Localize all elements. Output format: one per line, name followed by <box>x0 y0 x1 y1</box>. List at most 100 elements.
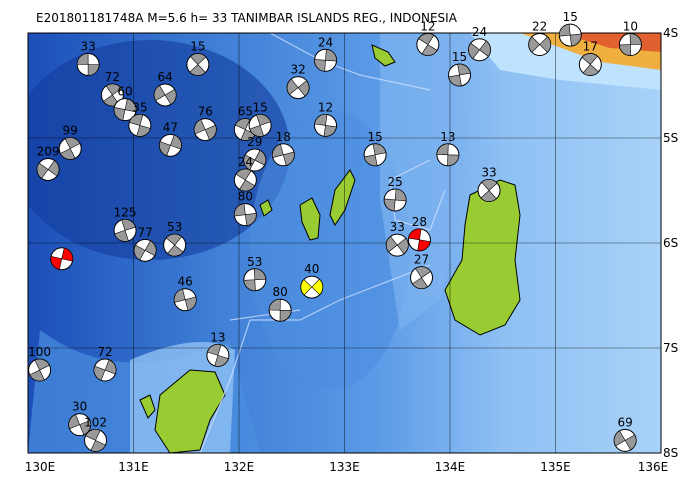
depth-label: 99 <box>63 124 78 138</box>
beachball-quadrants <box>68 414 91 436</box>
beachball-quadrants <box>468 40 491 60</box>
depth-label: 28 <box>412 215 427 229</box>
beachball-quadrants <box>193 119 217 141</box>
beachball-quadrants <box>76 53 100 76</box>
beachball-quadrants <box>114 219 136 242</box>
depth-label: 24 <box>472 25 487 39</box>
beachball-quadrants <box>207 344 229 367</box>
focal-mechanism <box>447 63 471 87</box>
focal-mechanism <box>206 343 230 367</box>
depth-label: 15 <box>452 50 467 64</box>
beachball-quadrants <box>249 114 271 137</box>
focal-mechanism <box>243 268 267 292</box>
focal-mechanism <box>436 143 460 167</box>
depth-label: 30 <box>72 400 87 414</box>
map-frame <box>27 32 662 454</box>
beachball-quadrants <box>300 278 323 296</box>
focal-mechanism <box>268 298 292 322</box>
beachball-quadrants <box>85 429 106 452</box>
depth-label: 15 <box>563 10 578 24</box>
beachball-quadrants <box>93 359 117 381</box>
focal-mechanism <box>158 133 182 157</box>
beachball-quadrants <box>385 235 409 255</box>
beachball-quadrants <box>436 143 460 167</box>
lon-tick-label: 133E <box>329 460 360 474</box>
beachball-quadrants <box>165 233 184 257</box>
beachball-quadrants <box>159 134 182 157</box>
focal-mechanism <box>407 228 431 252</box>
focal-mechanism <box>468 38 492 62</box>
beachball-quadrants <box>235 168 256 192</box>
focal-mechanism <box>558 23 582 47</box>
depth-label: 60 <box>117 85 132 99</box>
depth-label: 24 <box>318 35 333 49</box>
focal-mechanism <box>578 53 602 76</box>
beachball-quadrants <box>411 266 432 289</box>
focal-mechanism <box>416 33 440 57</box>
beachball-quadrants <box>314 48 337 72</box>
focal-mechanism <box>385 233 409 257</box>
focal-mechanism <box>300 275 324 299</box>
focal-mechanism <box>173 288 197 312</box>
focal-mechanism <box>100 83 124 107</box>
lat-tick-label: 6S <box>663 236 678 250</box>
depth-label: 209 <box>37 145 60 159</box>
lat-tick-label: 8S <box>663 446 678 460</box>
focal-mechanism <box>113 98 137 122</box>
depth-label: 25 <box>387 175 402 189</box>
focal-mechanism <box>163 233 187 257</box>
lon-tick-label: 130E <box>25 460 56 474</box>
depth-label: 65 <box>238 105 253 119</box>
beachball-quadrants <box>128 114 151 137</box>
depth-label: 27 <box>414 253 429 267</box>
focal-mechanism <box>186 53 210 76</box>
beachball-quadrants <box>581 53 600 76</box>
focal-mechanism <box>133 238 157 262</box>
focal-mechanism <box>314 48 338 72</box>
depth-label: 53 <box>247 255 262 269</box>
focal-mechanism <box>286 76 310 100</box>
map-title: E201801181748A M=5.6 h= 33 TANIMBAR ISLA… <box>36 11 458 25</box>
beachball-quadrants <box>113 98 137 121</box>
depth-label: 12 <box>420 20 435 34</box>
depth-label: 13 <box>210 330 225 344</box>
focal-mechanism <box>128 113 152 137</box>
focal-mechanism <box>383 188 407 212</box>
focal-mechanism <box>113 218 137 242</box>
depth-label: 80 <box>238 190 253 204</box>
focal-mechanism <box>233 203 257 227</box>
focal-mechanism <box>243 148 267 172</box>
focal-mechanism <box>528 33 552 57</box>
focal-mechanism <box>76 53 100 76</box>
beachball-quadrants <box>50 247 74 270</box>
depth-label: 72 <box>97 345 112 359</box>
beachball-quadrants <box>234 203 257 226</box>
depth-label: 125 <box>114 205 137 219</box>
focal-mechanism <box>233 168 257 192</box>
beachball-quadrants <box>36 160 60 179</box>
depth-label: 12 <box>318 100 333 114</box>
beachball-quadrants <box>528 36 551 53</box>
depth-label: 32 <box>290 63 305 77</box>
focal-mechanism <box>28 358 52 382</box>
depth-label: 64 <box>158 70 173 84</box>
lon-tick-label: 132E <box>224 460 255 474</box>
grid <box>28 33 661 453</box>
focal-mechanism <box>618 33 642 57</box>
beachball-quadrants <box>133 240 157 261</box>
beachball-quadrants <box>480 179 498 202</box>
beachball-quadrants <box>418 33 438 56</box>
lon-tick-label: 136E <box>638 460 669 474</box>
depth-label: 13 <box>440 130 455 144</box>
depth-label: 72 <box>105 70 120 84</box>
focal-mechanism <box>36 158 60 181</box>
beachball-quadrants <box>558 23 582 47</box>
depth-label: 17 <box>583 40 598 54</box>
depth-label: 40 <box>304 262 319 276</box>
focal-mechanism <box>477 179 501 202</box>
beachball-quadrants <box>29 358 50 382</box>
depth-label: 35 <box>132 100 147 114</box>
beachball-quadrants <box>408 228 431 252</box>
depth-label: 47 <box>163 120 178 134</box>
depth-label: 15 <box>367 130 382 144</box>
